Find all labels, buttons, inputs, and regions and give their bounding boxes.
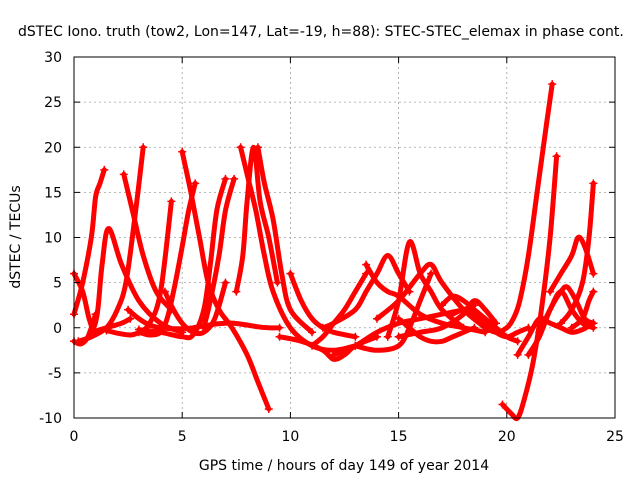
- series-arc21: [320, 253, 412, 331]
- series-arc35-marker: [546, 287, 555, 296]
- series-arc12-marker: [221, 174, 230, 183]
- series-arc19-marker: [308, 341, 317, 350]
- series-arc23-marker: [383, 332, 392, 341]
- series-arc36-marker: [589, 179, 598, 188]
- series-arc30-marker: [481, 323, 490, 332]
- series-arc18-marker: [275, 332, 284, 341]
- y-tick-label: -5: [48, 366, 62, 382]
- series-arc30-marker: [548, 80, 557, 89]
- series-arc03: [71, 226, 185, 335]
- series-arc32: [515, 315, 596, 358]
- series-arc31-marker: [552, 152, 561, 161]
- series-arc36: [558, 180, 596, 326]
- x-tick-label: 0: [70, 429, 79, 445]
- y-tick-label: 0: [53, 321, 62, 337]
- y-tick-label: 30: [44, 50, 62, 66]
- series-arc25-marker: [372, 314, 381, 323]
- series-arc17-marker: [286, 269, 295, 278]
- y-tick-label: 10: [44, 231, 62, 247]
- x-tick-label: 20: [498, 429, 516, 445]
- series-arc16-marker: [308, 328, 317, 337]
- x-axis: 0 5 10 15 20 25: [70, 57, 624, 445]
- series-arc06-marker: [167, 197, 176, 206]
- series-arc22-marker: [427, 269, 436, 278]
- y-tick-label: 25: [44, 95, 62, 111]
- y-tick-label: 15: [44, 185, 62, 201]
- series-arc14-marker: [232, 287, 241, 296]
- series-arc07-marker: [275, 323, 284, 332]
- series-arc22-marker: [351, 341, 360, 350]
- series-arc11-marker: [178, 147, 187, 156]
- series-arc12-marker: [134, 325, 143, 334]
- x-tick-label: 10: [281, 429, 299, 445]
- series-arc12: [136, 176, 228, 341]
- series-arc01-marker: [100, 165, 109, 174]
- series-arc04-marker: [139, 143, 148, 152]
- series-arc34-marker: [589, 319, 598, 328]
- y-axis: -10 -5 0 5 10 15 20 25 30: [39, 50, 615, 427]
- series-arc15-marker: [236, 143, 245, 152]
- series-arc05-marker: [126, 314, 135, 323]
- series-arc07-marker: [124, 305, 133, 314]
- series-arc19: [309, 271, 369, 349]
- series-arc37-marker: [567, 323, 576, 332]
- series-arc31-marker: [498, 400, 507, 409]
- y-axis-label: dSTEC / TECUs: [8, 185, 24, 288]
- series-arc11: [179, 149, 272, 412]
- series-arc34-marker: [524, 350, 533, 359]
- series-arc27: [396, 316, 477, 345]
- series-arc22: [352, 271, 434, 353]
- series-arc10-marker: [160, 287, 169, 296]
- y-tick-label: -10: [39, 411, 62, 427]
- series-arc26-marker: [394, 332, 403, 341]
- series-arc15: [238, 144, 358, 353]
- series-arc14-marker: [273, 278, 282, 287]
- series-arc32-marker: [513, 350, 522, 359]
- series-arc05-marker: [87, 328, 96, 337]
- series-arc06-marker: [102, 326, 111, 335]
- series-arc24-marker: [362, 260, 371, 269]
- series-arc30: [482, 81, 555, 335]
- series-arc17: [287, 271, 358, 340]
- series-arc09-marker: [191, 179, 200, 188]
- x-tick-label: 5: [178, 429, 187, 445]
- series-arc05: [88, 316, 133, 335]
- series-arc13: [201, 176, 237, 331]
- series-arc29-marker: [448, 310, 457, 319]
- x-tick-label: 25: [606, 429, 624, 445]
- series-arc08-marker: [119, 170, 128, 179]
- series-arc20-marker: [329, 350, 338, 359]
- x-axis-label: GPS time / hours of day 149 of year 2014: [199, 458, 489, 474]
- series-arc13-marker: [230, 174, 239, 183]
- series-arc16-marker: [253, 143, 262, 152]
- series-arc11-marker: [264, 404, 273, 413]
- series-arc10-marker: [221, 278, 230, 287]
- series-arc36-marker: [556, 319, 565, 328]
- series-arc16: [255, 144, 315, 335]
- series-arc28-marker: [513, 337, 522, 346]
- y-tick-label: 5: [53, 276, 62, 292]
- chart-title: dSTEC Iono. truth (tow2, Lon=147, Lat=-1…: [18, 24, 624, 40]
- series-arc28-marker: [437, 301, 446, 310]
- series-arc31: [500, 153, 560, 422]
- series-arc37-marker: [589, 287, 598, 296]
- series-arc37: [569, 289, 596, 331]
- series-arc13-marker: [199, 323, 208, 332]
- series-arc14: [233, 144, 280, 295]
- series-arc08: [121, 171, 174, 313]
- series-arc24: [363, 262, 488, 335]
- series-arc17-marker: [351, 332, 360, 341]
- series-arc27-marker: [394, 314, 403, 323]
- x-tick-label: 15: [390, 429, 408, 445]
- series-arc35-marker: [589, 269, 598, 278]
- y-tick-label: 20: [44, 140, 62, 156]
- series-arc26: [396, 298, 499, 340]
- series-arc21-marker: [318, 323, 327, 332]
- data-series-layer: [70, 80, 598, 422]
- series-arc27-marker: [470, 323, 479, 332]
- series-arc04-marker: [74, 337, 83, 346]
